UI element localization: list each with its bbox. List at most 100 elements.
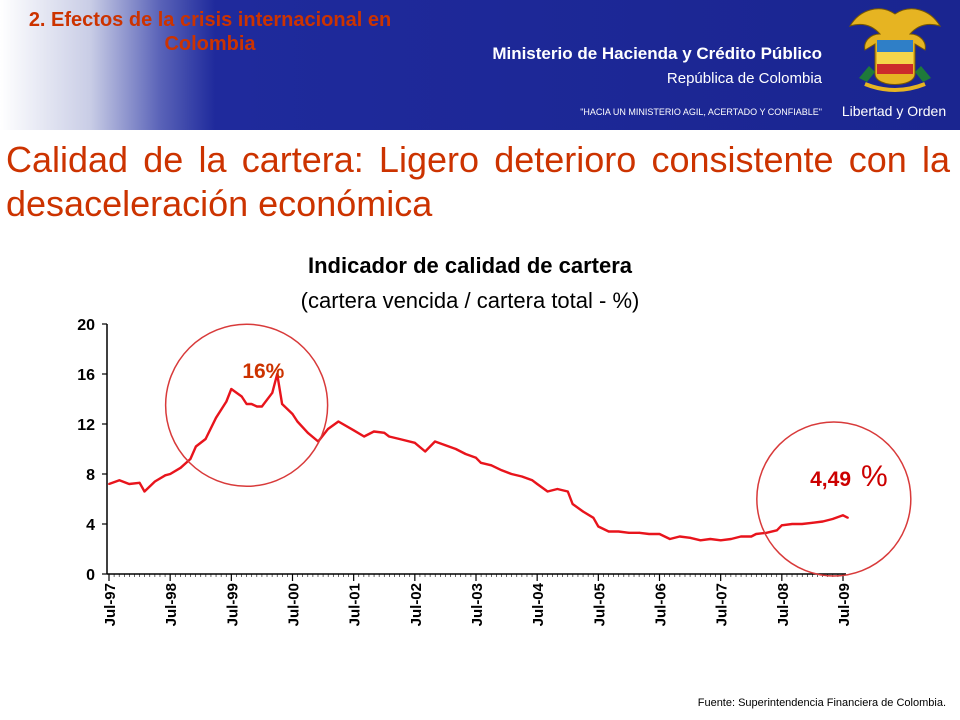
x-tick-label: Jul-99 [224, 583, 241, 626]
annotation-peak: 16% [242, 360, 284, 383]
data-point [245, 403, 248, 405]
data-point [730, 538, 733, 540]
data-point [138, 481, 141, 484]
data-point [510, 473, 513, 475]
data-point [658, 533, 661, 535]
data-point [592, 516, 595, 519]
data-point [306, 431, 309, 434]
data-point [256, 405, 259, 408]
data-point [571, 503, 574, 505]
x-tick-label: Jul-05 [591, 583, 608, 626]
data-point [566, 490, 569, 493]
y-tick-label: 0 [86, 567, 95, 584]
data-point [240, 395, 243, 398]
data-point [821, 520, 824, 523]
highlight-circle-latest [756, 421, 912, 577]
data-point [678, 535, 681, 538]
x-tick-label: Jul-98 [163, 583, 180, 626]
data-point [230, 388, 233, 390]
ministry-motto: "HACIA UN MINISTERIO AGIL, ACERTADO Y CO… [580, 107, 822, 117]
data-point [281, 403, 284, 405]
x-tick-label: Jul-03 [469, 583, 486, 626]
slide-title: Calidad de la cartera: Ligero deterioro … [6, 139, 950, 224]
x-tick-label: Jul-00 [286, 583, 303, 626]
data-point [296, 420, 299, 423]
data-point [617, 530, 620, 533]
data-point [791, 523, 794, 525]
data-point [352, 429, 355, 432]
data-point [755, 533, 758, 535]
data-point [413, 441, 416, 444]
x-tick-label: Jul-07 [714, 583, 731, 626]
data-point [189, 458, 192, 460]
annotation-percent-sign: % [861, 460, 888, 493]
data-point [607, 530, 610, 533]
data-point [179, 466, 182, 469]
section-title: 2. Efectos de la crisis internacional en… [28, 9, 392, 55]
data-point [801, 523, 804, 525]
data-point [454, 448, 457, 450]
x-tick-label: Jul-02 [408, 583, 425, 626]
coat-of-arms-icon [848, 8, 942, 92]
data-point [215, 416, 218, 419]
data-point [842, 514, 844, 517]
series-line [108, 372, 849, 542]
data-point [520, 475, 523, 478]
crest-motto: Libertad y Orden [841, 103, 947, 119]
data-point [531, 479, 534, 482]
data-point [128, 483, 131, 485]
data-point [490, 464, 493, 467]
data-point [271, 391, 274, 394]
data-point [143, 490, 146, 493]
data-point [699, 539, 702, 542]
data-point [388, 435, 391, 438]
data-point [464, 453, 467, 455]
y-tick-label: 20 [77, 317, 95, 334]
data-point [363, 435, 366, 438]
ministry-name: Ministerio de Hacienda y Crédito Público [492, 44, 822, 63]
data-point [765, 531, 768, 534]
x-tick-label: Jul-04 [530, 582, 547, 626]
data-point [668, 538, 671, 540]
data-point [780, 524, 783, 527]
highlight-circle-peak [164, 323, 329, 487]
data-point [260, 405, 263, 408]
data-point [372, 430, 375, 433]
data-point [831, 518, 834, 520]
data-point [648, 533, 651, 535]
data-point [326, 428, 329, 430]
y-tick-label: 12 [77, 417, 95, 434]
data-point [169, 473, 172, 475]
data-point [689, 536, 692, 539]
data-point [444, 444, 447, 447]
data-point [597, 525, 600, 528]
data-point [118, 479, 121, 482]
chart-title: Indicador de calidad de cartera [307, 253, 632, 278]
data-point [108, 483, 110, 485]
data-point [719, 539, 722, 542]
data-point [750, 535, 753, 538]
x-tick-label: Jul-01 [347, 583, 364, 626]
data-point [811, 521, 814, 524]
data-point [250, 403, 253, 405]
x-tick-label: Jul-09 [836, 583, 853, 626]
source-note: Fuente: Superintendencia Financiera de C… [697, 697, 946, 709]
data-point [739, 535, 742, 538]
y-tick-label: 8 [86, 467, 95, 484]
data-point [337, 420, 340, 423]
y-tick-label: 4 [86, 517, 95, 534]
chart-subtitle: (cartera vencida / cartera total - %) [300, 288, 640, 313]
data-point [556, 488, 559, 490]
annotation-latest-value: 4,49 [810, 468, 851, 491]
data-point [383, 431, 386, 434]
data-point [627, 531, 630, 534]
y-tick-label: 16 [77, 367, 95, 384]
x-tick-label: Jul-08 [775, 583, 792, 626]
data-point [398, 438, 401, 440]
data-point [500, 469, 503, 472]
data-point [546, 490, 549, 493]
x-tick-label: Jul-97 [102, 583, 119, 626]
data-point [846, 516, 849, 519]
data-point [582, 510, 585, 513]
